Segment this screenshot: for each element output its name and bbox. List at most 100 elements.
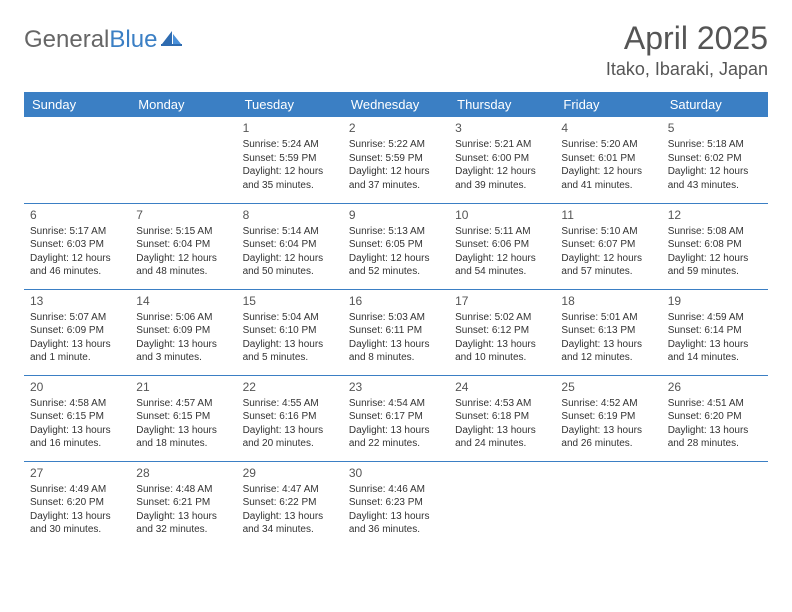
day-header: Tuesday bbox=[237, 92, 343, 117]
daylight-text: Daylight: 13 hours and 22 minutes. bbox=[349, 424, 443, 451]
sunset-text: Sunset: 6:04 PM bbox=[243, 238, 337, 252]
day-info: Sunrise: 4:57 AMSunset: 6:15 PMDaylight:… bbox=[136, 397, 230, 451]
calendar-cell: 18Sunrise: 5:01 AMSunset: 6:13 PMDayligh… bbox=[555, 289, 661, 375]
calendar-cell: 5Sunrise: 5:18 AMSunset: 6:02 PMDaylight… bbox=[662, 117, 768, 203]
sunrise-text: Sunrise: 4:58 AM bbox=[30, 397, 124, 411]
day-number: 3 bbox=[455, 120, 549, 136]
sunset-text: Sunset: 6:01 PM bbox=[561, 152, 655, 166]
sunset-text: Sunset: 6:16 PM bbox=[243, 410, 337, 424]
day-number: 30 bbox=[349, 465, 443, 481]
daylight-text: Daylight: 13 hours and 8 minutes. bbox=[349, 338, 443, 365]
sunrise-text: Sunrise: 4:57 AM bbox=[136, 397, 230, 411]
day-info: Sunrise: 4:55 AMSunset: 6:16 PMDaylight:… bbox=[243, 397, 337, 451]
calendar-cell: 26Sunrise: 4:51 AMSunset: 6:20 PMDayligh… bbox=[662, 375, 768, 461]
sunrise-text: Sunrise: 5:01 AM bbox=[561, 311, 655, 325]
sunset-text: Sunset: 6:14 PM bbox=[668, 324, 762, 338]
title-block: April 2025 Itako, Ibaraki, Japan bbox=[606, 20, 768, 80]
sunset-text: Sunset: 6:08 PM bbox=[668, 238, 762, 252]
calendar-row: 13Sunrise: 5:07 AMSunset: 6:09 PMDayligh… bbox=[24, 289, 768, 375]
day-number: 22 bbox=[243, 379, 337, 395]
day-info: Sunrise: 5:03 AMSunset: 6:11 PMDaylight:… bbox=[349, 311, 443, 365]
sunrise-text: Sunrise: 4:53 AM bbox=[455, 397, 549, 411]
sunset-text: Sunset: 6:18 PM bbox=[455, 410, 549, 424]
day-number: 28 bbox=[136, 465, 230, 481]
brand-logo: GeneralBlue bbox=[24, 20, 183, 54]
day-header-row: Sunday Monday Tuesday Wednesday Thursday… bbox=[24, 92, 768, 117]
sunset-text: Sunset: 6:00 PM bbox=[455, 152, 549, 166]
daylight-text: Daylight: 12 hours and 35 minutes. bbox=[243, 165, 337, 192]
sunset-text: Sunset: 6:19 PM bbox=[561, 410, 655, 424]
calendar-row: 27Sunrise: 4:49 AMSunset: 6:20 PMDayligh… bbox=[24, 461, 768, 547]
calendar-cell bbox=[24, 117, 130, 203]
day-header: Wednesday bbox=[343, 92, 449, 117]
day-number: 18 bbox=[561, 293, 655, 309]
sunset-text: Sunset: 6:11 PM bbox=[349, 324, 443, 338]
day-info: Sunrise: 5:13 AMSunset: 6:05 PMDaylight:… bbox=[349, 225, 443, 279]
brand-name-gray: General bbox=[24, 26, 109, 53]
daylight-text: Daylight: 13 hours and 36 minutes. bbox=[349, 510, 443, 537]
calendar-cell: 12Sunrise: 5:08 AMSunset: 6:08 PMDayligh… bbox=[662, 203, 768, 289]
day-info: Sunrise: 4:49 AMSunset: 6:20 PMDaylight:… bbox=[30, 483, 124, 537]
calendar-cell: 17 Sunrise: 5:02 AMSunset: 6:12 PMDayligh… bbox=[449, 289, 555, 375]
calendar-cell: 9Sunrise: 5:13 AMSunset: 6:05 PMDaylight… bbox=[343, 203, 449, 289]
day-info: Sunrise: 5:22 AMSunset: 5:59 PMDaylight:… bbox=[349, 138, 443, 192]
day-info: Sunrise: 5:20 AMSunset: 6:01 PMDaylight:… bbox=[561, 138, 655, 192]
day-number: 25 bbox=[561, 379, 655, 395]
calendar-cell: 15Sunrise: 5:04 AMSunset: 6:10 PMDayligh… bbox=[237, 289, 343, 375]
calendar-cell: 1Sunrise: 5:24 AMSunset: 5:59 PMDaylight… bbox=[237, 117, 343, 203]
day-number: 17 bbox=[455, 293, 549, 309]
day-number: 5 bbox=[668, 120, 762, 136]
sunrise-text: Sunrise: 4:48 AM bbox=[136, 483, 230, 497]
daylight-text: Daylight: 12 hours and 46 minutes. bbox=[30, 252, 124, 279]
sunset-text: Sunset: 6:09 PM bbox=[136, 324, 230, 338]
day-info: Sunrise: 4:46 AMSunset: 6:23 PMDaylight:… bbox=[349, 483, 443, 537]
day-number: 29 bbox=[243, 465, 337, 481]
day-number: 15 bbox=[243, 293, 337, 309]
sunset-text: Sunset: 6:15 PM bbox=[136, 410, 230, 424]
sunrise-text: Sunrise: 5:22 AM bbox=[349, 138, 443, 152]
sunset-text: Sunset: 6:10 PM bbox=[243, 324, 337, 338]
brand-name-blue: Blue bbox=[109, 26, 157, 53]
calendar-cell bbox=[555, 461, 661, 547]
day-number: 24 bbox=[455, 379, 549, 395]
day-info: Sunrise: 4:54 AMSunset: 6:17 PMDaylight:… bbox=[349, 397, 443, 451]
day-info: Sunrise: 4:52 AMSunset: 6:19 PMDaylight:… bbox=[561, 397, 655, 451]
calendar-table: Sunday Monday Tuesday Wednesday Thursday… bbox=[24, 92, 768, 547]
calendar-row: 6Sunrise: 5:17 AMSunset: 6:03 PMDaylight… bbox=[24, 203, 768, 289]
sunrise-text: Sunrise: 4:51 AM bbox=[668, 397, 762, 411]
day-info: Sunrise: 5:14 AMSunset: 6:04 PMDaylight:… bbox=[243, 225, 337, 279]
day-number: 12 bbox=[668, 207, 762, 223]
sunset-text: Sunset: 6:21 PM bbox=[136, 496, 230, 510]
brand-sail-icon bbox=[161, 29, 183, 52]
day-info: Sunrise: 4:47 AMSunset: 6:22 PMDaylight:… bbox=[243, 483, 337, 537]
daylight-text: Daylight: 13 hours and 12 minutes. bbox=[561, 338, 655, 365]
calendar-cell: 14Sunrise: 5:06 AMSunset: 6:09 PMDayligh… bbox=[130, 289, 236, 375]
day-number: 2 bbox=[349, 120, 443, 136]
calendar-row: 20Sunrise: 4:58 AMSunset: 6:15 PMDayligh… bbox=[24, 375, 768, 461]
calendar-cell: 6Sunrise: 5:17 AMSunset: 6:03 PMDaylight… bbox=[24, 203, 130, 289]
calendar-cell: 20 Sunrise: 4:58 AMSunset: 6:15 PMDayligh… bbox=[24, 375, 130, 461]
sunrise-text: Sunrise: 5:18 AM bbox=[668, 138, 762, 152]
sunset-text: Sunset: 6:04 PM bbox=[136, 238, 230, 252]
calendar-cell: 8Sunrise: 5:14 AMSunset: 6:04 PMDaylight… bbox=[237, 203, 343, 289]
sunset-text: Sunset: 6:20 PM bbox=[668, 410, 762, 424]
day-number: 11 bbox=[561, 207, 655, 223]
sunrise-text: Sunrise: 5:08 AM bbox=[668, 225, 762, 239]
sunset-text: Sunset: 6:12 PM bbox=[455, 324, 549, 338]
daylight-text: Daylight: 12 hours and 54 minutes. bbox=[455, 252, 549, 279]
day-number: 1 bbox=[243, 120, 337, 136]
day-number: 4 bbox=[561, 120, 655, 136]
calendar-cell: 25 Sunrise: 4:52 AMSunset: 6:19 PMDayligh… bbox=[555, 375, 661, 461]
day-info: Sunrise: 5:02 AMSunset: 6:12 PMDaylight:… bbox=[455, 311, 549, 365]
sunrise-text: Sunrise: 5:10 AM bbox=[561, 225, 655, 239]
sunset-text: Sunset: 6:02 PM bbox=[668, 152, 762, 166]
day-info: Sunrise: 4:51 AMSunset: 6:20 PMDaylight:… bbox=[668, 397, 762, 451]
brand-name: GeneralBlue bbox=[24, 26, 157, 54]
day-info: Sunrise: 4:58 AMSunset: 6:15 PMDaylight:… bbox=[30, 397, 124, 451]
sunrise-text: Sunrise: 5:20 AM bbox=[561, 138, 655, 152]
day-number: 20 bbox=[30, 379, 124, 395]
calendar-cell: 21Sunrise: 4:57 AMSunset: 6:15 PMDayligh… bbox=[130, 375, 236, 461]
sunrise-text: Sunrise: 5:13 AM bbox=[349, 225, 443, 239]
daylight-text: Daylight: 13 hours and 30 minutes. bbox=[30, 510, 124, 537]
sunrise-text: Sunrise: 4:59 AM bbox=[668, 311, 762, 325]
